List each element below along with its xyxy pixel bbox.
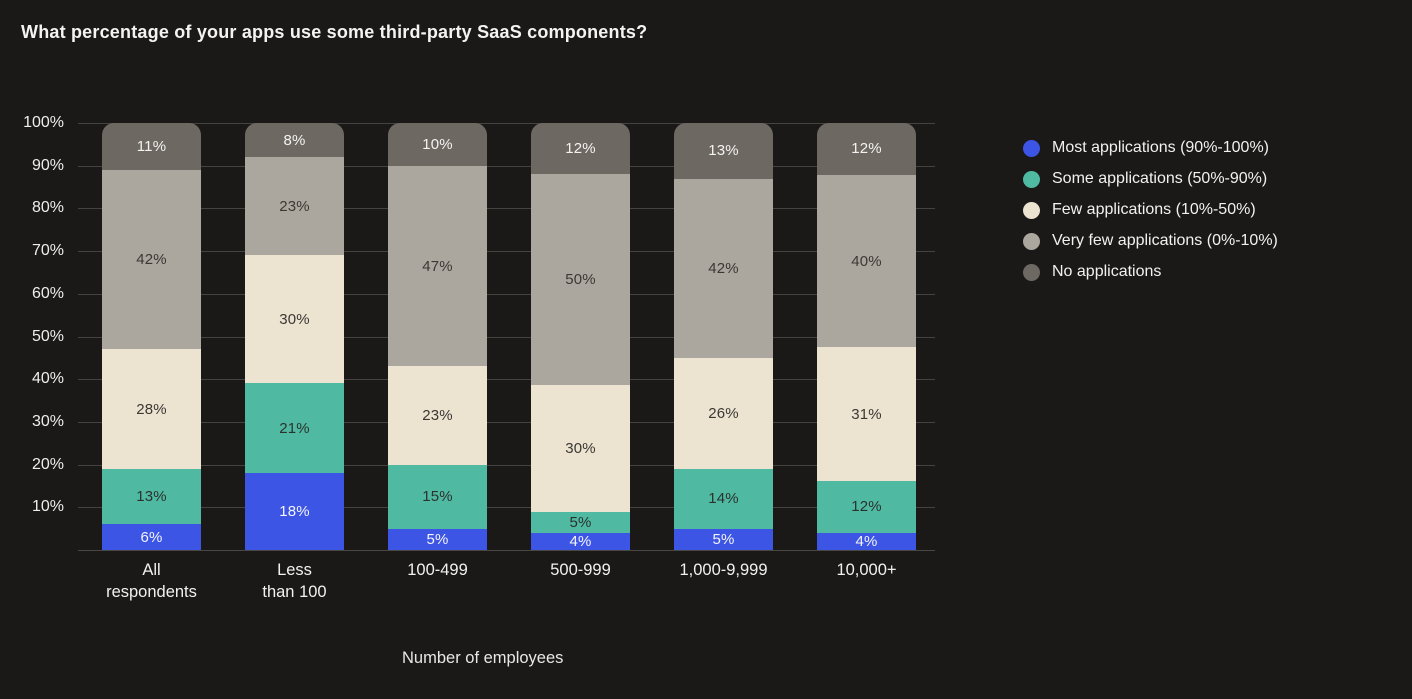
gridline: [78, 336, 935, 338]
bar-segment: 31%: [817, 347, 916, 481]
x-tick-label: 1,000-9,999: [679, 561, 768, 579]
bar-segment: 8%: [245, 123, 344, 158]
bar-segment: 13%: [674, 123, 773, 179]
legend-label: Very few applications (0%-10%): [1052, 232, 1278, 249]
legend-item: Few applications (10%-50%): [1023, 201, 1278, 219]
bar-segment: 21%: [245, 383, 344, 474]
bar-segment: 15%: [388, 464, 487, 529]
bar-segment: 5%: [388, 528, 487, 550]
bar-segment: 42%: [102, 169, 201, 350]
stacked-bar: 13% 42% 26% 14% 5%: [674, 123, 773, 550]
bar-segment: 11%: [102, 123, 201, 170]
gridline: [78, 123, 935, 124]
bar-segment: 50%: [531, 173, 630, 386]
legend-dot-icon: [1023, 201, 1040, 219]
bar-segment: 4%: [531, 533, 630, 550]
legend-dot-icon: [1023, 263, 1040, 281]
gridline: [78, 379, 935, 381]
bar-segment: 12%: [817, 480, 916, 533]
gridline: [78, 464, 935, 466]
x-axis-baseline: [78, 550, 935, 551]
stacked-bar: 11% 42% 28% 13% 6%: [102, 123, 201, 550]
stacked-bar: 12% 50% 30% 5% 4%: [531, 123, 630, 550]
y-tick-label: 60%: [31, 284, 64, 302]
y-tick-label: 20%: [31, 455, 64, 473]
bar-segment: 23%: [245, 157, 344, 256]
bar-segment: 26%: [674, 357, 773, 469]
legend-label: Most applications (90%-100%): [1052, 139, 1269, 156]
gridline: [78, 208, 935, 210]
gridline: [78, 251, 935, 253]
x-tick-label: All respondents: [106, 561, 197, 602]
x-tick-label: 100-499: [407, 561, 468, 579]
legend-label: Few applications (10%-50%): [1052, 201, 1256, 218]
legend: Most applications (90%-100%) Some applica…: [1023, 139, 1278, 281]
gridline: [78, 421, 935, 423]
bar-segment: 12%: [817, 123, 916, 175]
stacked-bar: 10% 47% 23% 15% 5%: [388, 123, 487, 550]
bar-segment: 14%: [674, 468, 773, 529]
stacked-bar: 12% 40% 31% 12% 4%: [817, 123, 916, 550]
y-tick-label: 10%: [31, 498, 64, 516]
legend-label: Some applications (50%-90%): [1052, 170, 1268, 187]
legend-dot-icon: [1023, 232, 1040, 250]
legend-item: Very few applications (0%-10%): [1023, 232, 1278, 250]
x-axis-title: Number of employees: [402, 649, 564, 667]
y-tick-label: 80%: [31, 199, 64, 217]
gridline: [78, 165, 935, 167]
legend-label: No applications: [1052, 263, 1162, 280]
bar-segment: 30%: [245, 255, 344, 384]
legend-dot-icon: [1023, 139, 1040, 157]
y-tick-label: 40%: [31, 370, 64, 388]
y-tick-label: 90%: [31, 156, 64, 174]
gridline: [78, 507, 935, 509]
bar-segment: 42%: [674, 178, 773, 358]
y-tick-label: 100%: [23, 114, 64, 131]
y-tick-label: 70%: [31, 242, 64, 260]
bar-segment: 23%: [388, 366, 487, 465]
x-tick-label: 500-999: [550, 561, 611, 579]
x-tick-label: 10,000+: [836, 561, 897, 579]
legend-item: Some applications (50%-90%): [1023, 170, 1278, 188]
legend-item: No applications: [1023, 263, 1278, 281]
gridline: [78, 293, 935, 295]
y-tick-label: 30%: [31, 412, 64, 430]
bar-segment: 4%: [817, 532, 916, 550]
bar-segment: 6%: [102, 524, 201, 550]
bar-segment: 12%: [531, 123, 630, 174]
chart-title: What percentage of your apps use some th…: [21, 22, 648, 42]
bar-segment: 13%: [102, 468, 201, 525]
bar-segment: 28%: [102, 349, 201, 469]
legend-item: Most applications (90%-100%): [1023, 139, 1278, 157]
bar-segment: 18%: [245, 473, 344, 550]
stacked-bar: 8% 23% 30% 21% 18%: [245, 123, 344, 550]
bar-segment: 40%: [817, 174, 916, 348]
y-tick-label: 50%: [31, 327, 64, 345]
bar-segment: 5%: [674, 528, 773, 550]
bar-segment: 10%: [388, 123, 487, 166]
x-tick-label: Less than 100: [262, 561, 327, 602]
bar-segment: 5%: [531, 511, 630, 534]
legend-dot-icon: [1023, 170, 1040, 188]
bar-segment: 30%: [531, 385, 630, 512]
bar-segment: 47%: [388, 165, 487, 367]
